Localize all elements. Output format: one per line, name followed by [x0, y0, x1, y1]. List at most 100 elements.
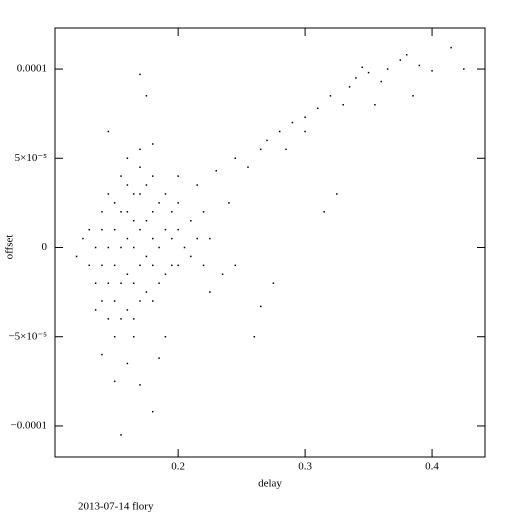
point [418, 64, 421, 67]
point [132, 318, 135, 320]
point [126, 237, 129, 240]
point [145, 219, 148, 222]
point [177, 202, 179, 204]
point [132, 193, 135, 195]
point [126, 309, 129, 311]
point [88, 228, 91, 231]
point [202, 211, 205, 213]
point [145, 95, 148, 97]
point [113, 228, 116, 231]
point [164, 193, 167, 195]
point [285, 148, 287, 151]
point [259, 305, 262, 308]
point [336, 193, 338, 195]
point [107, 130, 110, 133]
point [348, 86, 351, 88]
plot-frame [54, 27, 486, 458]
point [126, 362, 129, 365]
point [107, 193, 110, 195]
point [126, 273, 129, 276]
point [101, 300, 103, 302]
point [399, 59, 402, 61]
point [253, 335, 256, 338]
point [139, 264, 141, 267]
point [361, 66, 363, 69]
y-tick-label: 0.0001 [17, 63, 47, 75]
point [304, 130, 306, 133]
point [291, 121, 294, 124]
x-tick-label: 0.4 [425, 461, 439, 473]
point [342, 103, 344, 106]
point [120, 282, 122, 284]
y-tick-label: −5×10⁻⁵ [8, 330, 47, 342]
point [171, 211, 173, 213]
x-axis-label: delay [258, 478, 282, 490]
point [139, 384, 141, 386]
point [120, 318, 122, 320]
point [450, 46, 452, 49]
point [317, 107, 319, 110]
point [82, 237, 84, 240]
y-tick-label: 0 [42, 241, 48, 253]
point [139, 193, 141, 195]
point [94, 309, 97, 311]
point [374, 103, 376, 106]
point [202, 264, 205, 267]
point [158, 202, 160, 204]
point [386, 68, 389, 70]
point [145, 184, 148, 186]
point [126, 184, 129, 186]
point [329, 95, 332, 97]
point [380, 80, 383, 83]
point [164, 228, 167, 231]
point [323, 211, 325, 213]
point [107, 282, 110, 284]
point [113, 202, 116, 204]
point [132, 246, 135, 249]
point [107, 318, 110, 320]
point [145, 291, 148, 293]
point [190, 219, 192, 222]
point [120, 175, 122, 177]
point [152, 300, 154, 302]
point [278, 130, 281, 133]
point [215, 170, 217, 172]
point [177, 228, 179, 231]
point [145, 255, 148, 258]
point [113, 300, 116, 302]
point [177, 175, 179, 177]
point [139, 228, 141, 231]
point [152, 237, 154, 240]
point [209, 291, 211, 293]
point [234, 157, 237, 160]
point [152, 264, 154, 267]
point [126, 157, 129, 160]
point [304, 116, 306, 118]
point [463, 68, 465, 70]
point [139, 300, 141, 302]
point [196, 184, 198, 186]
point [190, 255, 192, 258]
point [221, 273, 224, 276]
point [152, 211, 154, 213]
point [139, 166, 141, 168]
point [247, 166, 249, 168]
point [75, 255, 78, 258]
point [107, 246, 110, 249]
y-axis-label: offset [4, 235, 16, 260]
point [113, 380, 116, 383]
point [152, 143, 154, 145]
point [164, 335, 167, 338]
y-tick-label: 5×10⁻⁵ [15, 152, 48, 164]
point [113, 264, 116, 267]
point [177, 264, 179, 267]
point [94, 282, 97, 284]
point [266, 139, 268, 142]
point [158, 282, 160, 284]
footer: 2013-07-14 flory [78, 501, 154, 512]
point [158, 357, 160, 359]
point [228, 202, 230, 204]
point [152, 410, 154, 413]
point [101, 264, 103, 267]
